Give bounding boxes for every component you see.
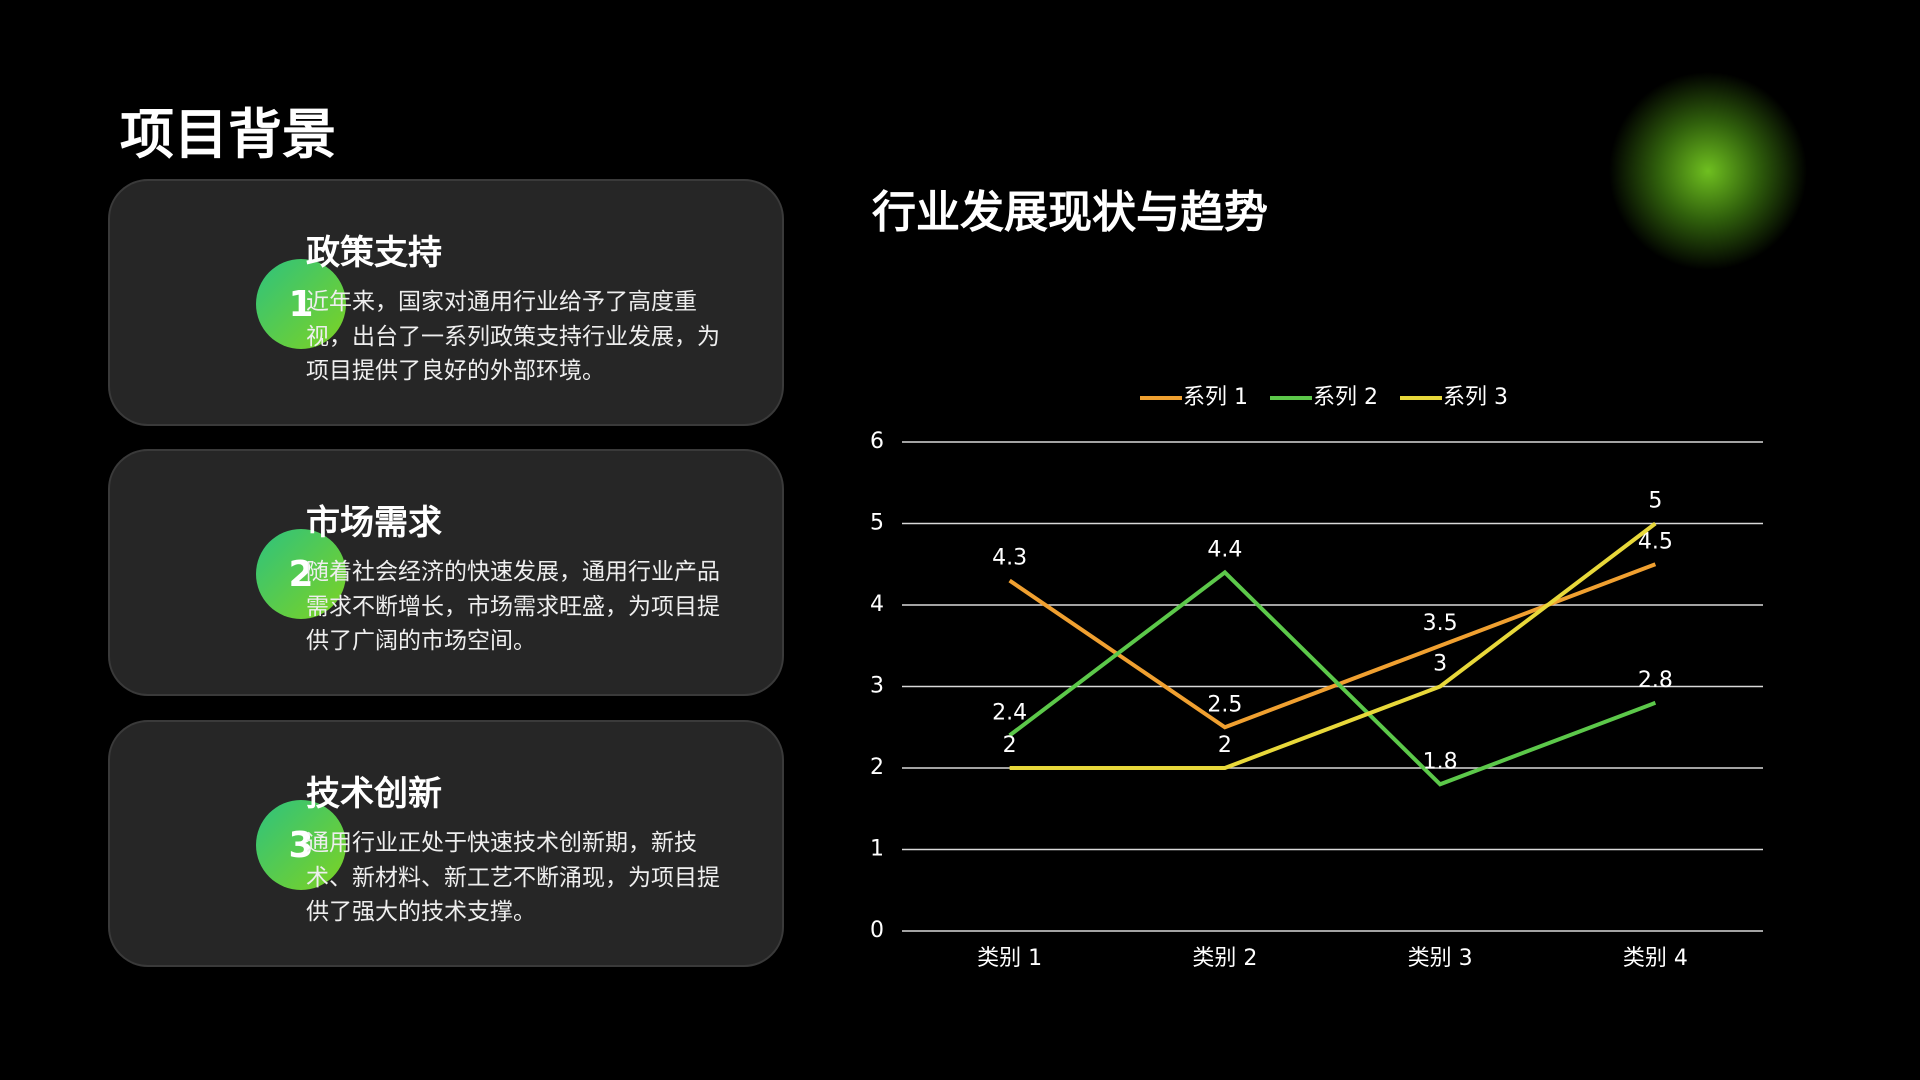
x-tick-label: 类别 2	[1192, 946, 1257, 971]
card-title: 技术创新	[306, 774, 442, 814]
data-label: 2.4	[992, 700, 1027, 725]
glow	[1608, 71, 1808, 271]
card: 3 技术创新通用行业正处于快速技术创新期，新技术、新材料、新工艺不断涌现，为项目提…	[108, 720, 784, 967]
x-tick-label: 类别 1	[977, 946, 1042, 971]
card: 1 政策支持近年来，国家对通用行业给予了高度重视，出台了一系列政策支持行业发展，为…	[108, 179, 784, 426]
data-label: 1.8	[1423, 749, 1458, 774]
y-tick-label: 3	[870, 674, 884, 699]
data-label: 2.8	[1638, 668, 1673, 693]
card-number: 1	[256, 259, 346, 349]
y-tick-label: 4	[870, 592, 884, 617]
data-label: 4.4	[1207, 537, 1242, 562]
data-label: 5	[1648, 489, 1662, 514]
series-line	[1008, 569, 1657, 787]
card-body: 随着社会经济的快速发展，通用行业产品需求不断增长，市场需求旺盛，为项目提供了广阔…	[306, 559, 720, 654]
series-line	[1008, 562, 1657, 730]
x-tick-label: 类别 4	[1623, 946, 1688, 971]
y-tick-label: 0	[870, 918, 884, 943]
card-body: 通用行业正处于快速技术创新期，新技术、新材料、新工艺不断涌现，为项目提供了强大的…	[306, 830, 720, 925]
card-number: 3	[256, 800, 346, 890]
x-tick-label: 类别 3	[1408, 946, 1473, 971]
y-tick-label: 1	[870, 837, 884, 862]
card-body: 近年来，国家对通用行业给予了高度重视，出台了一系列政策支持行业发展，为项目提供了…	[306, 289, 720, 384]
y-tick-label: 2	[870, 755, 884, 780]
page-title: 项目背景	[120, 103, 336, 166]
card-title: 政策支持	[306, 233, 442, 273]
data-label: 2	[1003, 733, 1017, 758]
card-number: 2	[256, 529, 346, 619]
card-title: 市场需求	[306, 503, 442, 543]
series-line	[1009, 521, 1657, 770]
data-label: 2.5	[1207, 692, 1242, 717]
y-tick-label: 5	[870, 511, 884, 536]
data-label: 3.5	[1423, 611, 1458, 636]
legend-label: 系列 1	[1183, 385, 1248, 410]
y-tick-label: 6	[870, 429, 884, 454]
data-label: 4.3	[992, 546, 1027, 571]
data-label: 2	[1218, 733, 1232, 758]
legend-label: 系列 2	[1313, 385, 1378, 410]
data-label: 3	[1433, 652, 1447, 677]
chart-title: 行业发展现状与趋势	[872, 187, 1268, 238]
card: 2 市场需求随着社会经济的快速发展，通用行业产品需求不断增长，市场需求旺盛，为项目…	[108, 449, 784, 696]
legend-label: 系列 3	[1443, 385, 1508, 410]
